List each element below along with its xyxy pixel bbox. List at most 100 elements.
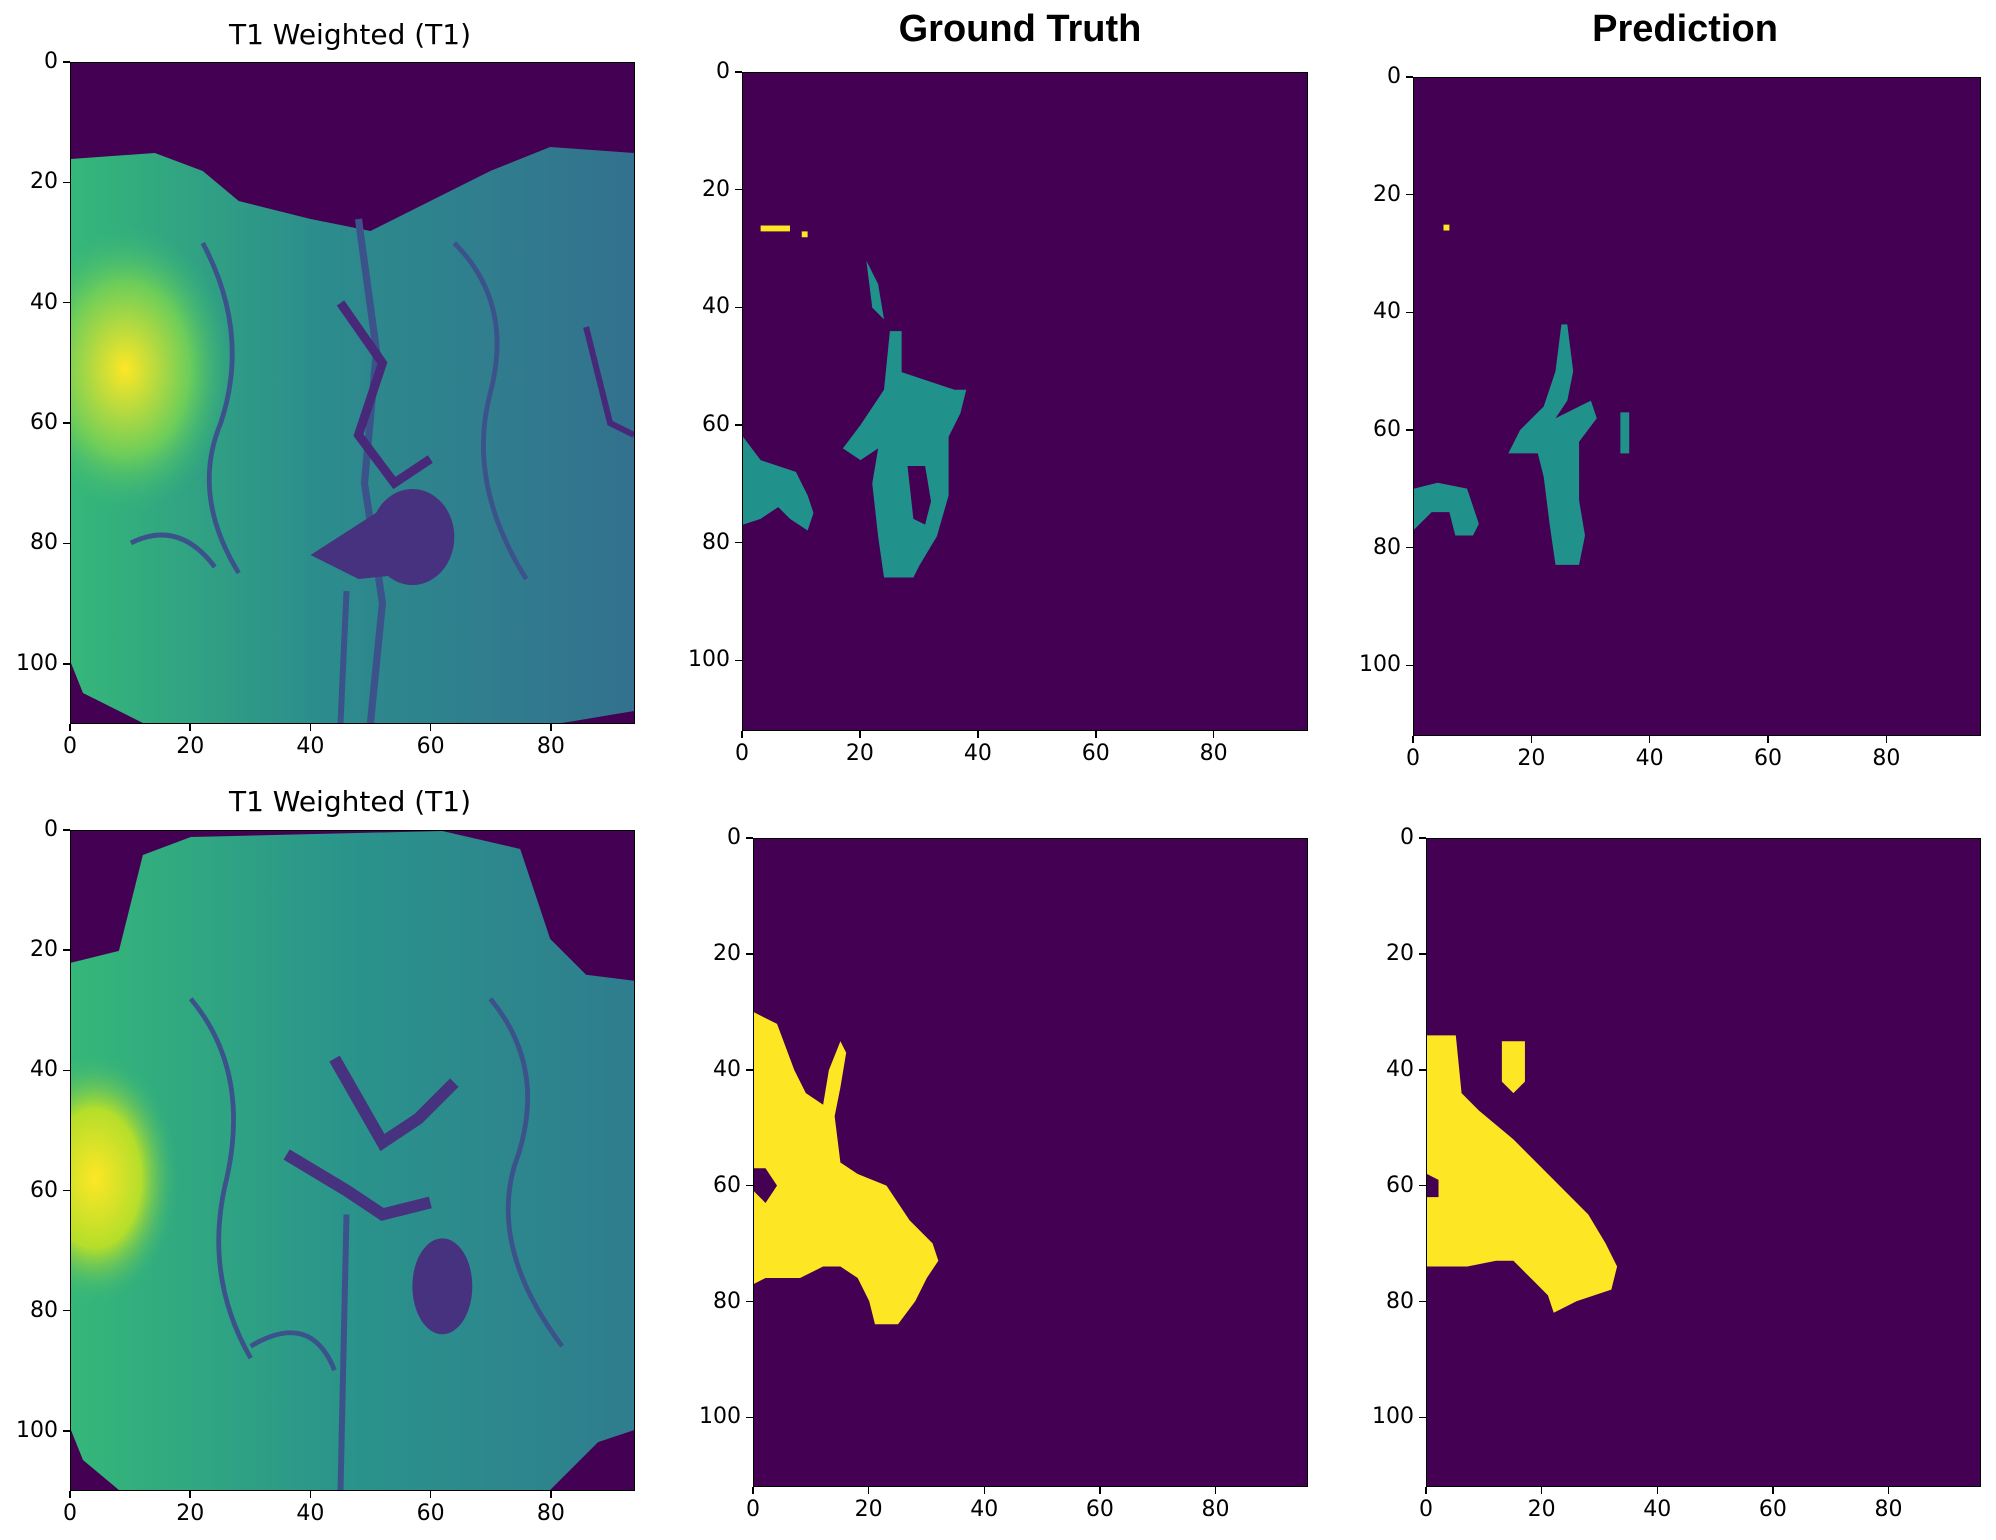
y-tick-label: 40 (30, 289, 58, 315)
segmentation-mask (1426, 838, 1981, 1487)
y-tick (1419, 1416, 1426, 1419)
x-tick (1095, 731, 1097, 738)
y-tick (1419, 837, 1426, 839)
y-tick-label: 100 (688, 647, 730, 673)
segmentation-mask (1413, 77, 1981, 736)
x-tick-label: 60 (416, 1501, 445, 1526)
y-tick (746, 953, 753, 955)
y-tick (63, 542, 70, 545)
y-tick-label: 0 (1400, 825, 1414, 850)
panel-title: Prediction (1592, 8, 1778, 50)
y-tick-label: 100 (699, 1404, 741, 1430)
y-tick (1419, 953, 1426, 955)
x-tick (189, 724, 191, 731)
y-tick-label: 0 (1387, 64, 1401, 89)
y-tick (735, 306, 742, 309)
mri-image (70, 830, 635, 1491)
x-tick (309, 724, 312, 731)
x-tick (1212, 731, 1215, 738)
x-tick (983, 1487, 985, 1494)
y-tick (63, 1430, 70, 1432)
y-tick-label: 60 (1373, 417, 1401, 443)
panel-title: T1 Weighted (T1) (228, 785, 472, 818)
x-tick (69, 724, 71, 731)
y-tick-label: 20 (30, 937, 58, 963)
y-tick-label: 20 (713, 940, 741, 966)
x-tick-label: 20 (1527, 1497, 1556, 1522)
y-tick-label: 60 (713, 1172, 741, 1198)
y-tick (746, 1184, 753, 1187)
x-tick (429, 724, 432, 731)
y-tick (735, 541, 742, 544)
x-tick (1887, 1487, 1890, 1494)
x-tick (1885, 736, 1888, 743)
x-tick-label: 60 (1758, 1497, 1787, 1522)
y-tick (746, 1300, 753, 1303)
x-tick-label: 0 (63, 1501, 77, 1526)
x-tick-label: 40 (963, 741, 992, 766)
y-tick-label: 80 (30, 530, 58, 556)
y-tick-label: 20 (1386, 940, 1414, 966)
y-tick (63, 829, 70, 831)
x-tick (1772, 1487, 1774, 1494)
y-tick-label: 60 (30, 1177, 58, 1203)
y-tick-label: 40 (1373, 299, 1401, 325)
y-tick (63, 1309, 70, 1312)
y-tick (1406, 76, 1413, 78)
y-tick (1419, 1069, 1426, 1071)
y-tick (1406, 546, 1413, 549)
x-tick (1648, 736, 1651, 743)
y-tick-label: 40 (702, 294, 730, 320)
x-tick (977, 731, 979, 738)
y-tick-label: 80 (713, 1288, 741, 1314)
y-tick-label: 80 (1373, 534, 1401, 560)
mri-image (70, 62, 635, 724)
x-tick-label: 80 (536, 1501, 565, 1526)
y-tick-label: 0 (716, 59, 730, 84)
y-tick-label: 80 (702, 529, 730, 555)
y-tick-label: 80 (1386, 1288, 1414, 1314)
x-tick-label: 80 (1874, 1497, 1903, 1522)
y-tick (746, 1069, 753, 1071)
x-tick (1540, 1487, 1543, 1494)
y-tick (735, 659, 742, 662)
x-tick (1425, 1487, 1427, 1494)
x-tick-label: 60 (416, 734, 445, 759)
y-tick (746, 1416, 753, 1419)
x-tick-label: 80 (1199, 741, 1228, 766)
y-tick (746, 837, 753, 839)
y-tick (63, 181, 70, 184)
y-tick-label: 60 (702, 412, 730, 438)
y-tick-label: 40 (30, 1057, 58, 1083)
x-tick (189, 1491, 191, 1498)
y-tick (63, 949, 70, 951)
y-tick-label: 60 (30, 410, 58, 436)
x-tick (429, 1491, 432, 1498)
x-tick-label: 20 (176, 734, 205, 759)
x-tick-label: 0 (735, 741, 749, 766)
y-tick (735, 188, 742, 191)
x-tick (550, 1491, 552, 1498)
segmentation-mask (742, 72, 1308, 731)
y-tick (63, 1069, 70, 1072)
x-tick-label: 40 (970, 1497, 999, 1522)
x-tick (1530, 736, 1533, 743)
y-tick (1419, 1300, 1426, 1303)
y-tick (1406, 664, 1413, 667)
x-tick-label: 80 (536, 734, 565, 759)
x-tick (69, 1491, 71, 1498)
x-tick (867, 1487, 870, 1494)
x-tick-label: 60 (1754, 746, 1782, 771)
x-tick-label: 0 (746, 1497, 760, 1522)
y-tick (63, 301, 70, 304)
y-tick-label: 20 (30, 169, 58, 195)
x-tick-label: 40 (1643, 1497, 1672, 1522)
x-tick-label: 0 (1419, 1497, 1433, 1522)
x-tick (550, 724, 552, 731)
x-tick-label: 60 (1085, 1497, 1114, 1522)
x-tick-label: 20 (176, 1501, 205, 1526)
x-tick-label: 20 (854, 1497, 883, 1522)
y-tick-label: 0 (44, 49, 58, 74)
y-tick-label: 100 (16, 1417, 58, 1443)
y-tick-label: 100 (1372, 1404, 1414, 1430)
